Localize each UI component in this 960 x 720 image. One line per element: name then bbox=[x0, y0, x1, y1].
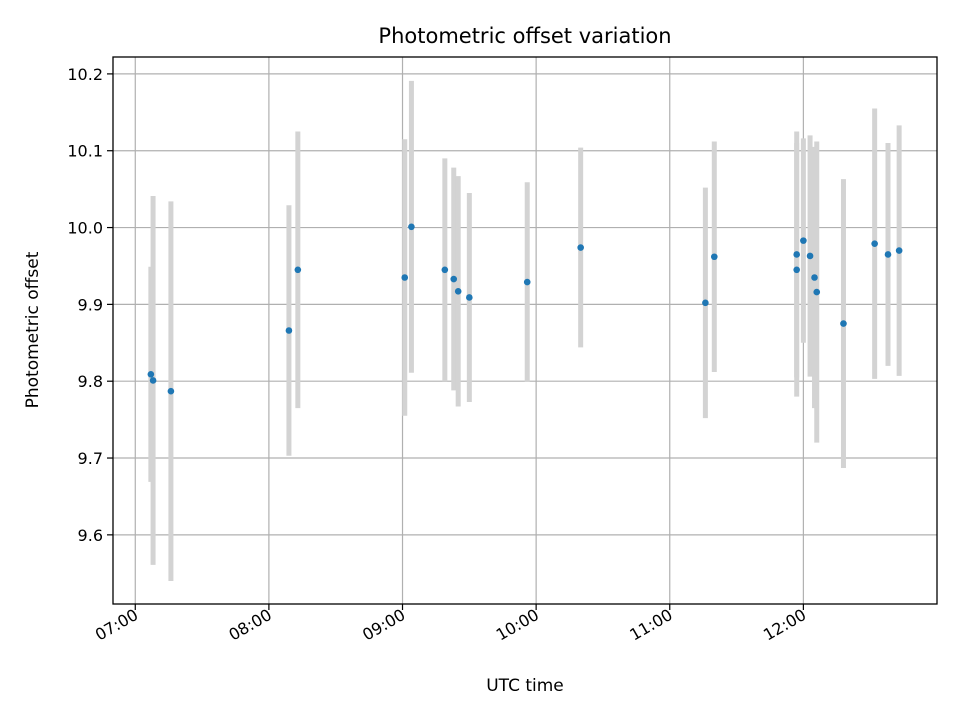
y-tick-label: 9.9 bbox=[78, 295, 103, 314]
data-point bbox=[884, 251, 892, 258]
y-tick-label: 10.0 bbox=[67, 219, 103, 238]
data-point bbox=[285, 327, 293, 334]
chart-title: Photometric offset variation bbox=[378, 24, 671, 48]
data-point bbox=[441, 266, 449, 274]
plot-frame bbox=[112, 56, 938, 605]
data-point bbox=[454, 288, 462, 295]
data-points bbox=[147, 223, 903, 395]
data-point bbox=[710, 253, 718, 261]
data-point bbox=[811, 274, 818, 281]
data-point bbox=[806, 252, 814, 260]
data-point bbox=[294, 266, 302, 274]
data-point bbox=[702, 299, 709, 307]
data-point bbox=[840, 320, 847, 327]
data-point bbox=[793, 266, 800, 274]
data-point bbox=[800, 237, 807, 244]
y-tick-label: 10.2 bbox=[67, 65, 103, 84]
data-point bbox=[401, 274, 409, 281]
y-axis-label: Photometric offset bbox=[23, 251, 43, 408]
data-point bbox=[577, 244, 584, 251]
data-point bbox=[450, 275, 458, 283]
data-point bbox=[408, 223, 415, 231]
data-point bbox=[149, 377, 157, 384]
x-axis-label: UTC time bbox=[486, 676, 564, 696]
data-point bbox=[895, 247, 903, 254]
y-tick-label: 9.6 bbox=[78, 526, 103, 545]
data-point bbox=[871, 240, 878, 247]
y-tick-label: 9.8 bbox=[78, 372, 103, 391]
data-point bbox=[466, 294, 473, 301]
data-point bbox=[167, 387, 175, 395]
y-tick-label: 9.7 bbox=[78, 449, 103, 468]
data-point bbox=[523, 278, 531, 286]
data-point bbox=[147, 370, 155, 378]
y-tick-label: 10.1 bbox=[67, 142, 103, 161]
data-point bbox=[813, 288, 821, 296]
data-point bbox=[793, 251, 800, 258]
